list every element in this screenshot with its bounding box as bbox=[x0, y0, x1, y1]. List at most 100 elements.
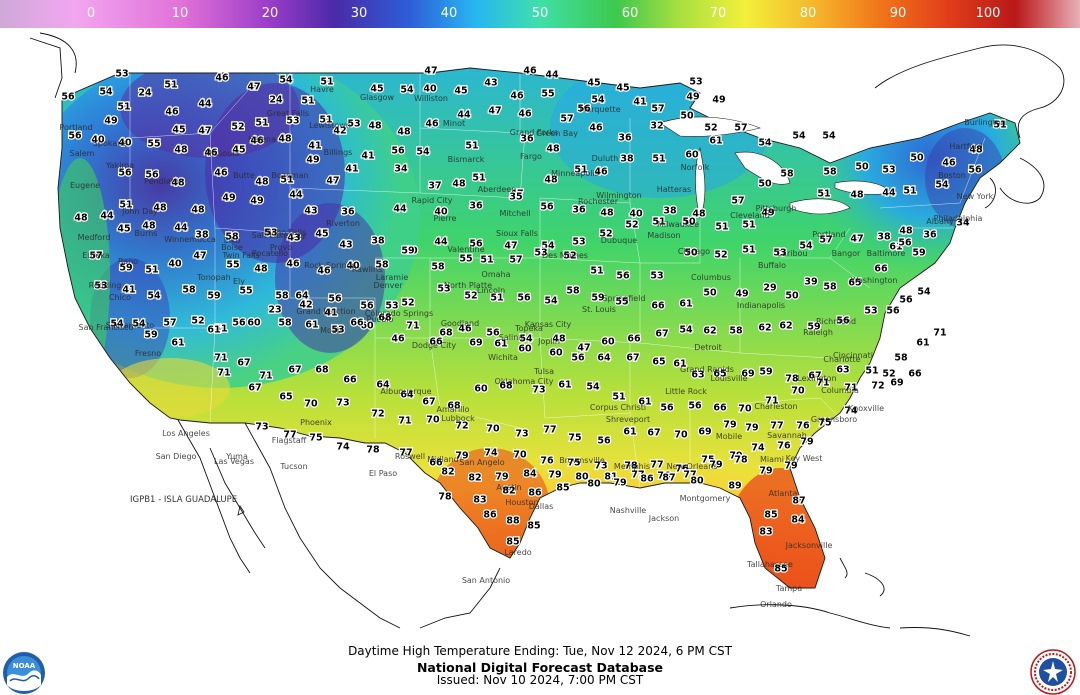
temperature-value: 41 bbox=[345, 164, 358, 175]
city-label: Missoula bbox=[205, 149, 240, 158]
temperature-value: 89 bbox=[728, 481, 741, 492]
temperature-value: 50 bbox=[703, 288, 717, 299]
temperature-value: 45 bbox=[616, 83, 629, 94]
temperature-value: 79 bbox=[784, 461, 797, 472]
temperature-value: 56 bbox=[571, 353, 585, 364]
temperature-value: 43 bbox=[287, 233, 300, 244]
temperature-value: 63 bbox=[836, 365, 849, 376]
temperature-value: 46 bbox=[165, 107, 179, 118]
temperature-value: 45 bbox=[315, 229, 328, 240]
temperature-value: 67 bbox=[808, 371, 821, 382]
city-label: Grand Junction bbox=[296, 307, 355, 316]
temperature-value: 48 bbox=[153, 203, 167, 214]
city-label: Elko bbox=[224, 236, 241, 245]
temperature-value: 74 bbox=[336, 442, 350, 453]
temperature-value: 49 bbox=[686, 92, 699, 103]
temperature-value: 53 bbox=[347, 119, 360, 130]
temperature-value: 54 bbox=[99, 87, 113, 98]
city-label: Lubbock bbox=[441, 414, 475, 423]
temperature-value: 75 bbox=[567, 458, 580, 469]
city-label: Cincinnati bbox=[833, 351, 873, 360]
temperature-value: 61 bbox=[638, 397, 651, 408]
temperature-value: 52 bbox=[464, 291, 477, 302]
temperature-value: 79 bbox=[613, 478, 626, 489]
temperature-value: 61 bbox=[709, 136, 722, 147]
temperature-value: 70 bbox=[738, 404, 752, 415]
temperature-value: 41 bbox=[633, 97, 646, 108]
temperature-value: 54 bbox=[416, 147, 430, 158]
city-label: Miami bbox=[760, 455, 784, 464]
temperature-value: 82 bbox=[441, 467, 454, 478]
city-label: Bismarck bbox=[448, 155, 485, 164]
temperature-value: 75 bbox=[701, 455, 714, 466]
temperature-value: 48 bbox=[544, 175, 558, 186]
city-label: Jackson bbox=[648, 514, 679, 523]
temperature-value: 45 bbox=[370, 84, 383, 95]
temperature-value: 51 bbox=[280, 175, 293, 186]
temperature-value: 39 bbox=[804, 277, 817, 288]
temperature-value: 66 bbox=[627, 334, 641, 345]
temperature-value: 44 bbox=[457, 110, 471, 121]
temperature-value: 85 bbox=[774, 564, 787, 575]
temperature-value: 48 bbox=[368, 121, 382, 132]
city-label: Medford bbox=[78, 233, 111, 242]
temperature-value: 47 bbox=[504, 241, 517, 252]
temperature-value: 38 bbox=[877, 232, 891, 243]
neighbor-outlines bbox=[29, 32, 1065, 637]
temperature-value: 40 bbox=[91, 135, 105, 146]
city-label: Grand Rapids bbox=[680, 365, 734, 374]
temperature-value: 52 bbox=[563, 251, 576, 262]
temperature-value: 78 bbox=[785, 374, 799, 385]
city-label: Fargo bbox=[520, 152, 542, 161]
city-label: Portland bbox=[59, 123, 92, 132]
temperature-value: 54 bbox=[792, 131, 806, 142]
temperature-value: 35 bbox=[509, 192, 522, 203]
temperature-value: 71 bbox=[816, 378, 829, 389]
temperature-value: 58 bbox=[431, 262, 445, 273]
temperature-value: 51 bbox=[574, 165, 587, 176]
city-label: Eugene bbox=[70, 181, 100, 190]
temperature-value: 78 bbox=[624, 461, 638, 472]
city-label: Key West bbox=[786, 454, 823, 463]
temperature-value: 46 bbox=[250, 136, 264, 147]
temperature-value: 56 bbox=[899, 295, 913, 306]
city-label: Idaho Falls bbox=[264, 228, 306, 237]
temperature-value: 48 bbox=[142, 221, 156, 232]
temperature-value: 45 bbox=[454, 86, 467, 97]
temperature-value: 86 bbox=[640, 474, 654, 485]
temperature-value: 73 bbox=[336, 398, 349, 409]
city-label: Twin Falls bbox=[221, 251, 259, 260]
city-label: Tallahassee bbox=[746, 560, 793, 569]
colorbar-tick-label: 80 bbox=[799, 6, 817, 21]
temperature-value: 50 bbox=[758, 179, 772, 190]
city-label: Great Falls bbox=[267, 109, 309, 118]
temperature-value: 47 bbox=[424, 66, 437, 77]
map-footer: Daytime High Temperature Ending: Tue, No… bbox=[0, 640, 1080, 695]
city-label: Hartford bbox=[949, 142, 982, 151]
city-label: Valentine bbox=[447, 245, 484, 254]
temperature-value: 34 bbox=[956, 218, 970, 229]
city-label: Joplin bbox=[537, 337, 560, 346]
temperature-value: 77 bbox=[683, 470, 696, 481]
temperature-value: 67 bbox=[237, 358, 250, 369]
temperature-value: 36 bbox=[341, 207, 355, 218]
temperature-value: 55 bbox=[226, 260, 239, 271]
temperature-value: 52 bbox=[704, 123, 717, 134]
temperature-value: 56 bbox=[968, 165, 982, 176]
temperature-value: 79 bbox=[723, 420, 736, 431]
city-label: Marquette bbox=[579, 105, 620, 114]
temperature-value: 63 bbox=[691, 370, 704, 381]
temperature-value: 40 bbox=[404, 246, 418, 257]
temperature-value: 53 bbox=[331, 325, 344, 336]
great-lakes bbox=[659, 116, 891, 219]
temperature-value: 82 bbox=[502, 486, 515, 497]
temperature-value: 43 bbox=[484, 78, 497, 89]
city-label: Oklahoma City bbox=[495, 377, 554, 386]
temperature-value: 58 bbox=[566, 286, 580, 297]
temperature-value: 46 bbox=[317, 266, 331, 277]
temperature-value: 77 bbox=[543, 425, 556, 436]
temperature-value: 54 bbox=[541, 241, 555, 252]
temperature-value: 46 bbox=[523, 66, 537, 77]
city-label: Atlanta bbox=[769, 489, 798, 498]
